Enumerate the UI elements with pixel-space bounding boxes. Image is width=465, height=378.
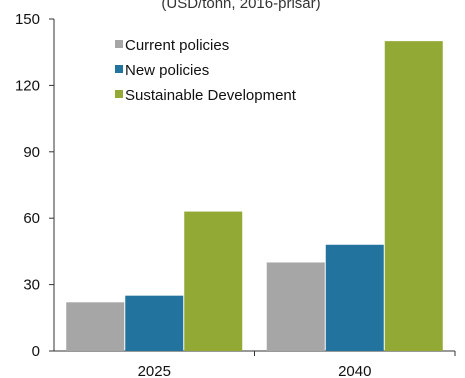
bar-new-policies-2025 [125, 295, 184, 351]
y-tick-label: 120 [15, 77, 40, 94]
y-tick-label: 0 [32, 343, 40, 360]
y-tick-label: 150 [15, 11, 40, 28]
bar-new-policies-2040 [325, 244, 384, 351]
bars [66, 41, 443, 352]
legend: Current policies New policies Sustainable … [115, 37, 297, 104]
axes: 0 30 60 90 120 150 2025 2040 [15, 11, 456, 378]
bar-sustainable-development-2025 [184, 211, 243, 351]
legend-swatch [115, 40, 123, 48]
bar-sustainable-development-2040 [384, 41, 443, 352]
legend-label: Sustainable Development [125, 87, 297, 104]
legend-label: New policies [125, 62, 209, 79]
legend-swatch [115, 65, 123, 73]
bar-current-policies-2025 [66, 302, 125, 351]
y-tick-label: 30 [23, 277, 40, 294]
legend-swatch [115, 90, 123, 98]
chart-subtitle: (USD/tonn, 2016-prisar) [161, 0, 320, 12]
legend-label: Current policies [125, 37, 229, 54]
y-tick-label: 60 [23, 210, 40, 227]
x-tick-label: 2040 [338, 363, 371, 378]
y-tick-label: 90 [23, 144, 40, 161]
x-tick-label: 2025 [138, 363, 171, 378]
bar-current-policies-2040 [266, 262, 325, 351]
